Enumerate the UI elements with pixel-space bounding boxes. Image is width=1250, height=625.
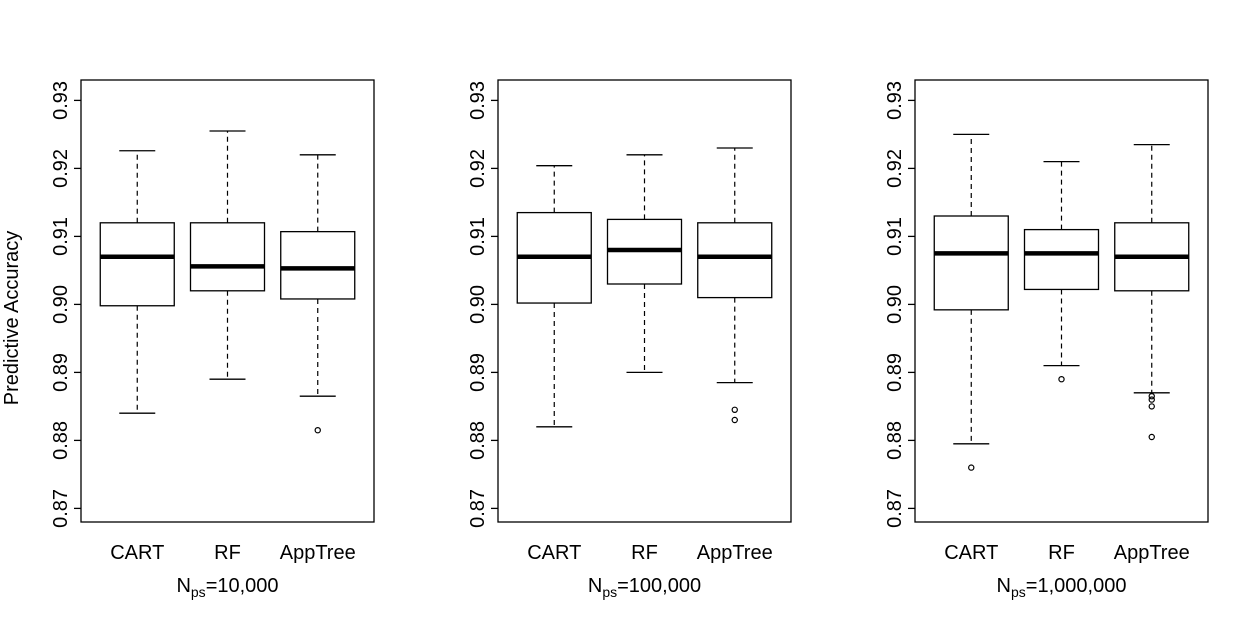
box-cart (516, 165, 592, 428)
iqr-box (1023, 228, 1100, 291)
iqr-box (189, 222, 266, 292)
x-tick-label: CART (944, 542, 998, 564)
x-tick-label: CART (527, 542, 581, 564)
iqr-box (933, 215, 1009, 311)
x-tick-label: CART (110, 542, 164, 564)
y-tick-label: 0.90 (884, 285, 906, 324)
y-tick-label: 0.92 (884, 149, 906, 188)
box-rf (1023, 160, 1100, 383)
y-tick-label: 0.89 (467, 353, 489, 392)
iqr-box (697, 222, 773, 299)
outlier-point (1148, 433, 1155, 441)
x-title-main: N (588, 575, 602, 597)
outlier-point (1058, 376, 1065, 383)
outlier-point (314, 427, 321, 434)
outlier-point (1148, 393, 1155, 400)
plot-frame (497, 79, 792, 523)
x-axis-title: Nps=10,000 (176, 575, 278, 600)
iqr-box (280, 230, 356, 300)
y-tick-label: 0.90 (50, 285, 72, 324)
x-axis: CART RF AppTree (110, 542, 356, 564)
y-tick-label: 0.88 (467, 421, 489, 460)
plot-frame (80, 79, 375, 523)
x-title-main: N (176, 575, 190, 597)
box-rf (189, 130, 266, 380)
y-tick-label: 0.93 (50, 81, 72, 120)
y-axis: 0.87 0.88 0.89 0.90 0.91 0.92 0.93 (50, 81, 81, 528)
iqr-box (99, 222, 175, 307)
plot-frame (914, 79, 1209, 523)
outlier-point (1148, 403, 1155, 410)
outlier-point (731, 406, 738, 413)
box-rf (606, 154, 683, 374)
y-tick-label: 0.91 (50, 217, 72, 256)
panel-2: 0.87 0.88 0.89 0.90 0.91 0.92 0.93 CART RF AppTre… (467, 79, 792, 600)
x-title-subscript: ps (191, 584, 206, 600)
y-tick-label: 0.87 (884, 489, 906, 528)
x-title-suffix: =1,000,000 (1026, 575, 1127, 597)
box-cart (933, 133, 1009, 471)
y-tick-label: 0.89 (884, 353, 906, 392)
y-axis-title: Predictive Accuracy (1, 231, 23, 406)
y-tick-label: 0.93 (884, 81, 906, 120)
y-axis: 0.87 0.88 0.89 0.90 0.91 0.92 0.93 (884, 81, 915, 528)
box-cart (99, 150, 175, 414)
y-axis: 0.87 0.88 0.89 0.90 0.91 0.92 0.93 (467, 81, 498, 528)
x-tick-label: AppTree (280, 542, 356, 564)
x-tick-label: RF (1048, 542, 1075, 564)
x-title-subscript: ps (1011, 584, 1026, 600)
y-tick-label: 0.87 (467, 489, 489, 528)
y-tick-label: 0.91 (884, 217, 906, 256)
y-tick-label: 0.87 (50, 489, 72, 528)
panel-1: 0.87 0.88 0.89 0.90 0.91 0.92 0.93 Predictive A… (1, 79, 375, 600)
outlier-point (1148, 396, 1155, 403)
x-axis: CART RF AppTree (944, 542, 1190, 564)
y-tick-label: 0.90 (467, 285, 489, 324)
x-tick-label: RF (214, 542, 241, 564)
y-tick-label: 0.88 (50, 421, 72, 460)
x-title-main: N (997, 575, 1011, 597)
panel-3: 0.87 0.88 0.89 0.90 0.91 0.92 0.93 CART RF AppTre… (884, 79, 1209, 600)
y-tick-label: 0.93 (467, 81, 489, 120)
y-tick-label: 0.91 (467, 217, 489, 256)
x-axis: CART RF AppTree (527, 542, 773, 564)
x-tick-label: AppTree (697, 542, 773, 564)
y-tick-label: 0.89 (50, 353, 72, 392)
outlier-point (968, 464, 975, 471)
y-tick-label: 0.88 (884, 421, 906, 460)
x-axis-title: Nps=100,000 (588, 575, 701, 600)
x-title-suffix: =100,000 (617, 575, 701, 597)
y-tick-label: 0.92 (467, 149, 489, 188)
box-apptree (697, 147, 773, 424)
x-axis-title: Nps=1,000,000 (997, 575, 1127, 600)
box-apptree (280, 154, 356, 434)
y-tick-label: 0.92 (50, 149, 72, 188)
box-apptree (1114, 143, 1190, 441)
outlier-point (731, 416, 738, 424)
x-tick-label: AppTree (1114, 542, 1190, 564)
x-title-subscript: ps (602, 584, 617, 600)
x-tick-label: RF (631, 542, 658, 564)
x-title-suffix: =10,000 (206, 575, 279, 597)
